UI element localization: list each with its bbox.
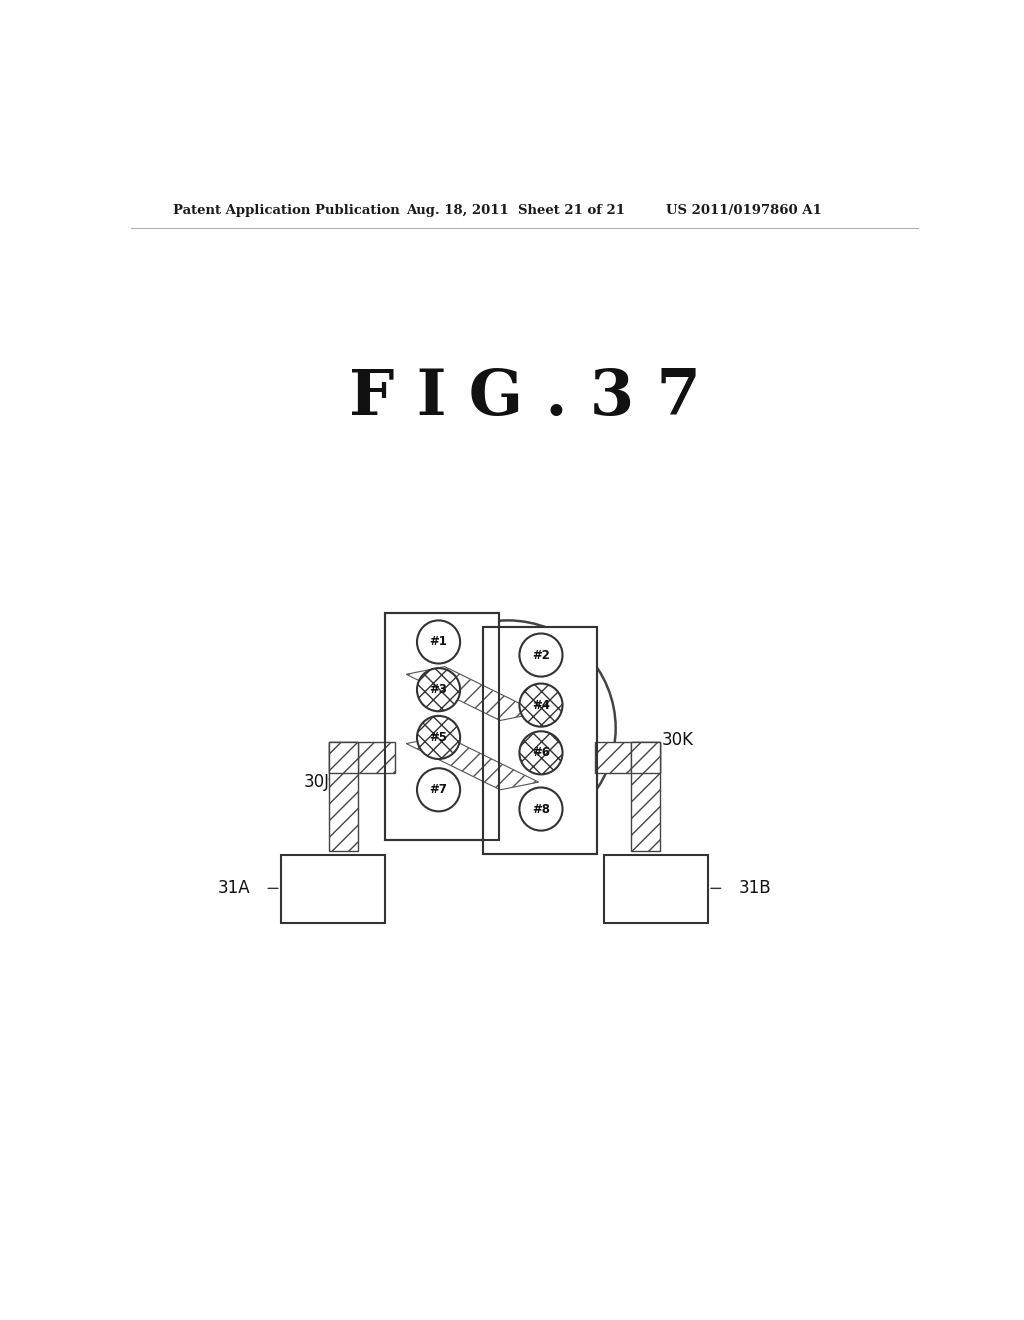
Circle shape xyxy=(519,684,562,726)
Text: 30J: 30J xyxy=(304,774,330,791)
Bar xyxy=(330,742,394,774)
Circle shape xyxy=(417,768,460,812)
Bar xyxy=(483,627,597,854)
Bar xyxy=(281,855,385,923)
Bar xyxy=(631,742,660,774)
Bar xyxy=(385,612,499,840)
Text: US 2011/0197860 A1: US 2011/0197860 A1 xyxy=(666,205,821,218)
Bar xyxy=(595,742,660,774)
Bar xyxy=(330,742,358,774)
Text: 30K: 30K xyxy=(662,731,694,748)
Circle shape xyxy=(519,731,562,775)
Text: F I G . 3 7: F I G . 3 7 xyxy=(349,367,700,428)
Bar xyxy=(631,742,660,851)
Bar xyxy=(483,627,597,854)
Polygon shape xyxy=(407,667,539,721)
Bar xyxy=(330,742,358,851)
Circle shape xyxy=(417,620,460,664)
Text: #6: #6 xyxy=(532,746,550,759)
Polygon shape xyxy=(407,737,539,789)
Text: #4: #4 xyxy=(532,698,550,711)
Text: Patent Application Publication: Patent Application Publication xyxy=(173,205,399,218)
Text: #1: #1 xyxy=(430,635,447,648)
Text: Aug. 18, 2011  Sheet 21 of 21: Aug. 18, 2011 Sheet 21 of 21 xyxy=(407,205,626,218)
Text: 31A: 31A xyxy=(217,879,250,898)
Ellipse shape xyxy=(400,620,615,836)
Text: #8: #8 xyxy=(532,803,550,816)
Circle shape xyxy=(519,788,562,830)
Bar xyxy=(385,612,499,840)
Bar xyxy=(604,855,708,923)
Circle shape xyxy=(519,634,562,677)
Text: #2: #2 xyxy=(532,648,550,661)
Text: #5: #5 xyxy=(429,731,447,744)
Text: 31B: 31B xyxy=(739,879,771,898)
Circle shape xyxy=(417,668,460,711)
Circle shape xyxy=(417,715,460,759)
Text: #3: #3 xyxy=(430,684,447,696)
Text: #7: #7 xyxy=(430,783,447,796)
